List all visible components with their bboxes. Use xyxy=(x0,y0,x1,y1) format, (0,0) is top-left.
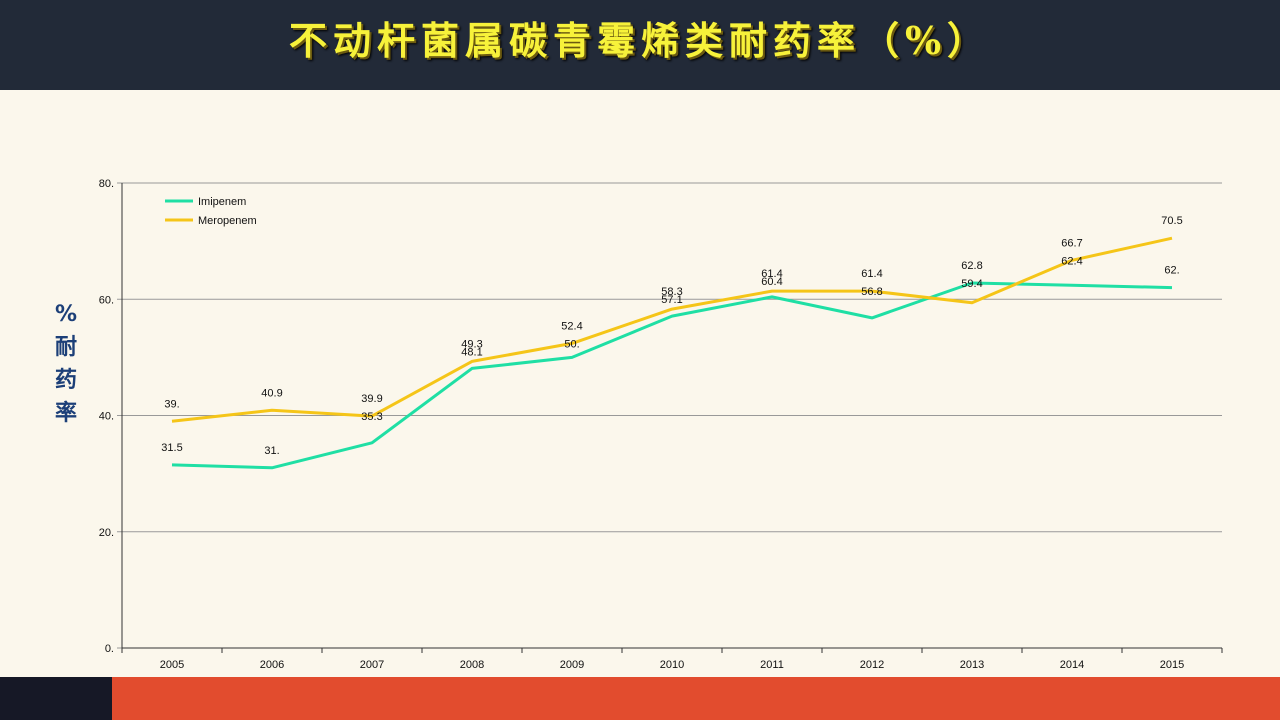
legend: Imipenem Meropenem xyxy=(165,196,257,227)
data-label-meropenem: 52.4 xyxy=(561,320,582,332)
data-label-imipenem: 31.5 xyxy=(161,442,182,454)
series-line-meropenem xyxy=(171,236,1173,423)
data-label-imipenem: 31. xyxy=(264,445,279,457)
data-label-imipenem: 60.4 xyxy=(761,276,782,288)
data-label-meropenem: 49.3 xyxy=(461,338,482,350)
page-title: 不动杆菌属碳青霉烯类耐药率（%） xyxy=(288,18,992,63)
y-tick-label: 0. xyxy=(105,643,114,655)
data-label-meropenem: 66.7 xyxy=(1061,237,1082,249)
series-line-imipenem xyxy=(171,281,1173,470)
data-label-meropenem: 59.4 xyxy=(961,278,982,290)
x-tick-label: 2005 xyxy=(160,659,184,671)
data-label-meropenem: 40.9 xyxy=(261,387,282,399)
x-tick-label: 2011 xyxy=(760,659,784,671)
y-tick-label: 60. xyxy=(99,294,114,306)
axes: 0. 20. 40. 60. 80. 2005 2006 2007 2008 2009 2010 20… xyxy=(99,178,1223,671)
y-axis-label: % 耐 药 率 xyxy=(54,302,78,426)
data-label-meropenem: 39.9 xyxy=(361,393,382,405)
footer-red-bar xyxy=(112,677,1280,720)
title-bar xyxy=(0,0,1280,90)
y-tick-label: 40. xyxy=(99,411,114,423)
x-tick-label: 2007 xyxy=(360,659,384,671)
data-label-imipenem: 62.8 xyxy=(961,260,982,272)
data-label-meropenem: 70.5 xyxy=(1161,215,1182,227)
x-tick-label: 2006 xyxy=(260,659,284,671)
data-label-imipenem: 57.1 xyxy=(661,294,682,306)
x-tick-label: 2008 xyxy=(460,659,484,671)
data-label-meropenem: 58.3 xyxy=(661,286,682,298)
data-label-meropenem: 61.4 xyxy=(861,268,882,280)
data-label-imipenem: 56.8 xyxy=(861,286,882,298)
grid-lines xyxy=(117,182,1222,649)
x-tick-label: 2013 xyxy=(960,659,984,671)
legend-label-imipenem: Imipenem xyxy=(198,196,246,208)
x-tick-label: 2010 xyxy=(660,659,684,671)
data-label-imipenem: 35.3 xyxy=(361,411,382,423)
legend-label-meropenem: Meropenem xyxy=(198,215,257,227)
data-label-meropenem: 61.4 xyxy=(761,268,782,280)
data-labels: 39. 31.5 40.9 31. 39.9 35.3 49.348.1 52.4 50. 58.… xyxy=(161,215,1182,457)
series-lines xyxy=(171,236,1173,470)
x-tick-label: 2015 xyxy=(1160,659,1184,671)
x-tick-label: 2009 xyxy=(560,659,584,671)
data-label-imipenem: 48.1 xyxy=(461,346,482,358)
footer-dark-block xyxy=(0,677,112,720)
data-label-imipenem: 62.4 xyxy=(1061,255,1082,267)
y-tick-label: 20. xyxy=(99,527,114,539)
data-label-imipenem: 62. xyxy=(1164,265,1179,277)
data-label-imipenem: 50. xyxy=(564,338,579,350)
x-tick-label: 2012 xyxy=(860,659,884,671)
y-tick-label: 80. xyxy=(99,178,114,190)
data-label-meropenem: 39. xyxy=(164,398,179,410)
x-tick-label: 2014 xyxy=(1060,659,1084,671)
